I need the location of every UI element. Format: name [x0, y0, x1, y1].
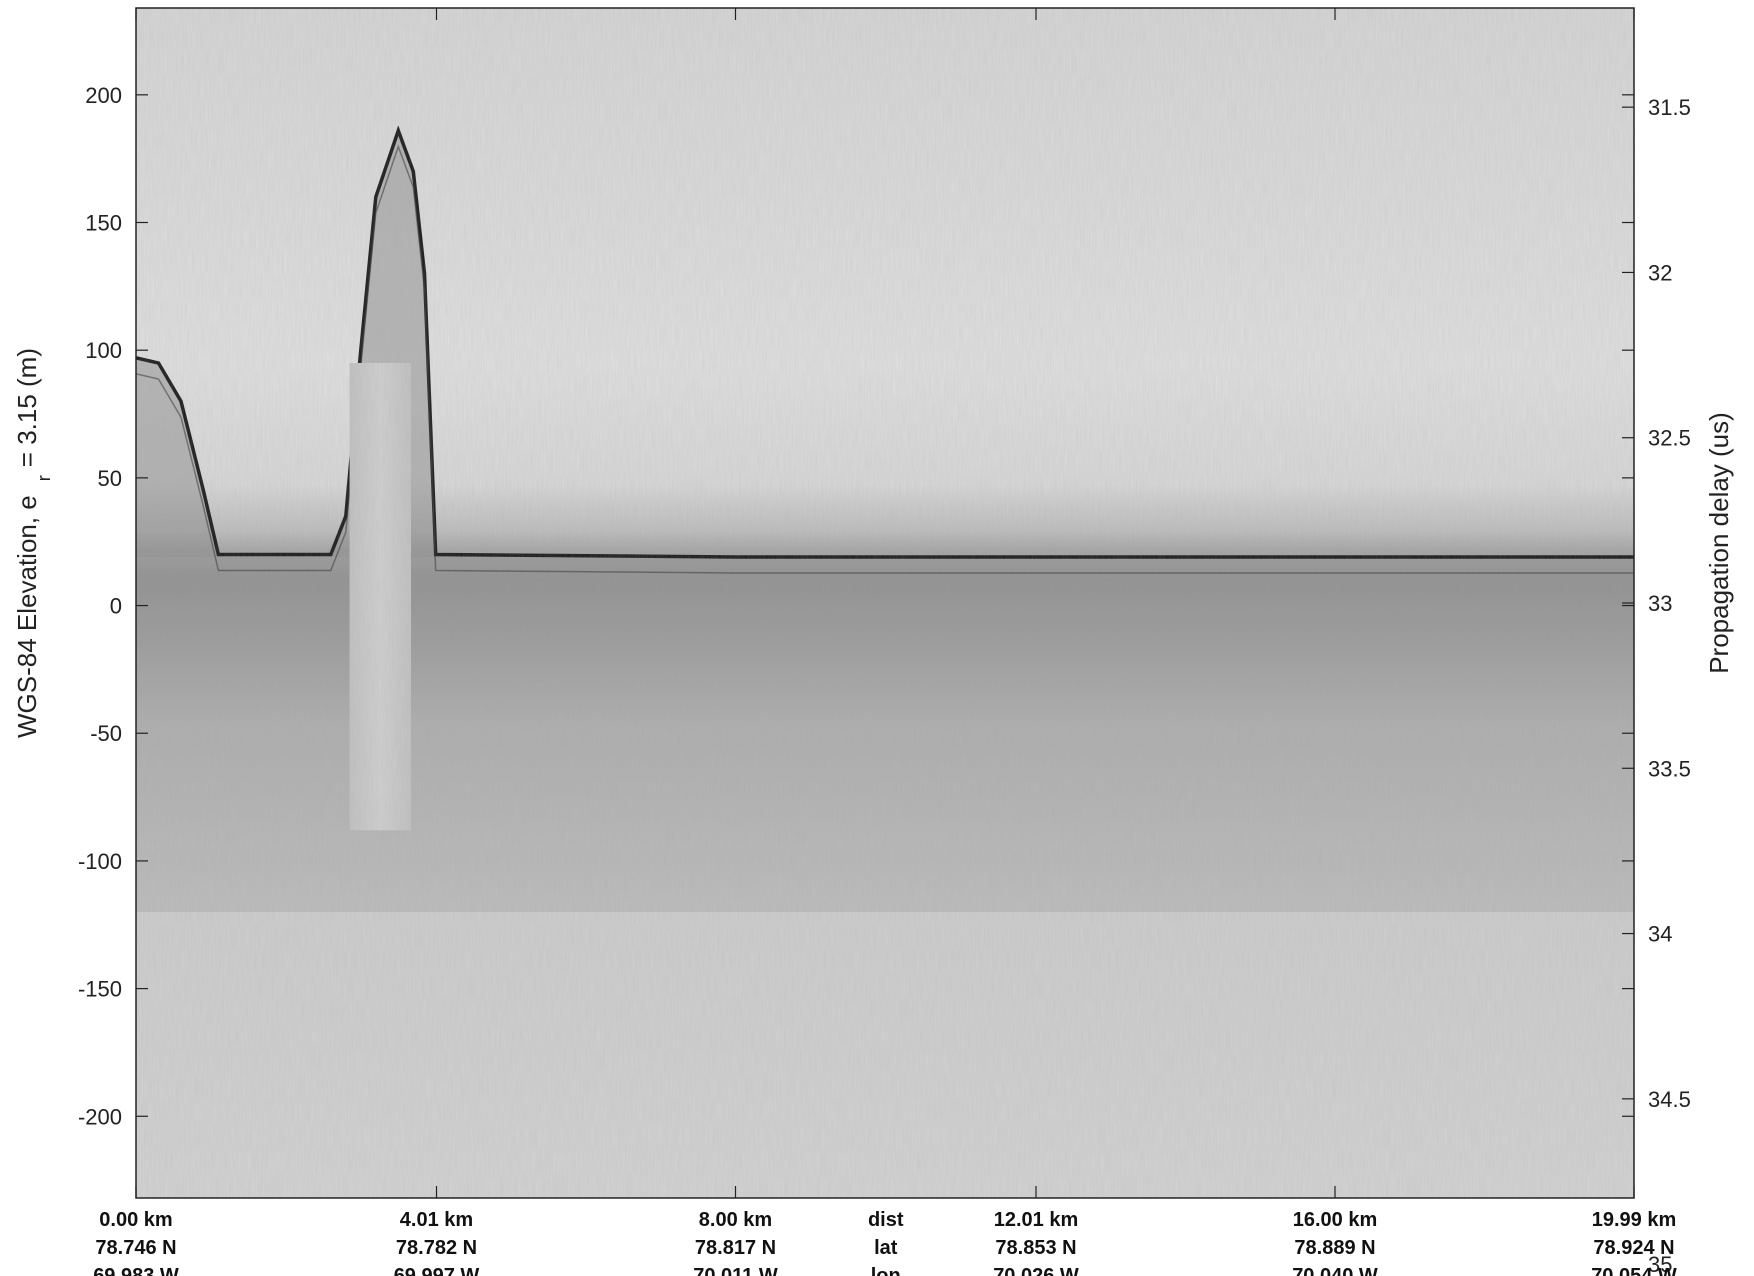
- left-tick-label: 200: [85, 83, 122, 108]
- left-elevation-axis: 200 150 100 50 0 -50 -100 -150 -200: [78, 83, 1634, 1129]
- right-tick-label: 33.5: [1648, 756, 1691, 781]
- x-tick-label: 4.01 km: [400, 1209, 473, 1231]
- radargram-image: [136, 8, 1634, 1198]
- right-tick-label: 35: [1648, 1252, 1672, 1276]
- x-tick-label: 70.011 W: [693, 1265, 778, 1276]
- x-tick-label: 78.924 N: [1593, 1237, 1674, 1259]
- left-tick-label: -150: [78, 977, 122, 1002]
- x-tick-label: 0.00 km: [99, 1209, 172, 1231]
- x-tick-label: 69.983 W: [93, 1265, 179, 1276]
- right-tick-label: 34: [1648, 922, 1672, 947]
- left-tick-label: 50: [98, 466, 122, 491]
- x-tick-label: 19.99 km: [1592, 1209, 1677, 1231]
- right-tick-label: 32.5: [1648, 426, 1691, 451]
- x-tick-label: 78.746 N: [95, 1237, 176, 1259]
- x-distance-axis: 0.00 km 78.746 N 69.983 W 4.01 km 78.782 N 69…: [93, 8, 1677, 1276]
- left-tick-label: -200: [78, 1104, 122, 1129]
- x-tick-label: 70.040 W: [1292, 1265, 1378, 1276]
- x-tick-label: 8.00 km: [699, 1209, 772, 1231]
- x-row-header: lat: [874, 1237, 898, 1259]
- x-tick-label: 78.889 N: [1294, 1237, 1375, 1259]
- right-tick-label: 33: [1648, 591, 1672, 616]
- speckle-noise: [136, 8, 1634, 1198]
- left-axis-label: WGS-84 Elevation, er= 3.15 (m): [12, 348, 54, 738]
- x-tick-label: 70.054 W: [1591, 1265, 1677, 1276]
- right-axis-label: Propagation delay (us): [1704, 412, 1734, 674]
- left-tick-label: 100: [85, 338, 122, 363]
- right-tick-label: 32: [1648, 260, 1672, 285]
- x-row-header: dist: [868, 1209, 904, 1231]
- left-tick-label: 0: [110, 594, 122, 619]
- x-tick-label: 16.00 km: [1293, 1209, 1378, 1231]
- x-row-header: lon: [871, 1265, 901, 1276]
- left-tick-label: -50: [90, 721, 122, 746]
- right-tick-label: 31.5: [1648, 95, 1691, 120]
- left-tick-label: 150: [85, 211, 122, 236]
- right-tick-label: 34.5: [1648, 1087, 1691, 1112]
- x-tick-label: 69.997 W: [394, 1265, 480, 1276]
- x-tick-label: 70.026 W: [993, 1265, 1079, 1276]
- left-tick-label: -100: [78, 849, 122, 874]
- x-tick-label: 12.01 km: [994, 1209, 1079, 1231]
- x-tick-label: 78.853 N: [995, 1237, 1076, 1259]
- x-tick-label: 78.817 N: [695, 1237, 776, 1259]
- x-tick-label: 78.782 N: [396, 1237, 477, 1259]
